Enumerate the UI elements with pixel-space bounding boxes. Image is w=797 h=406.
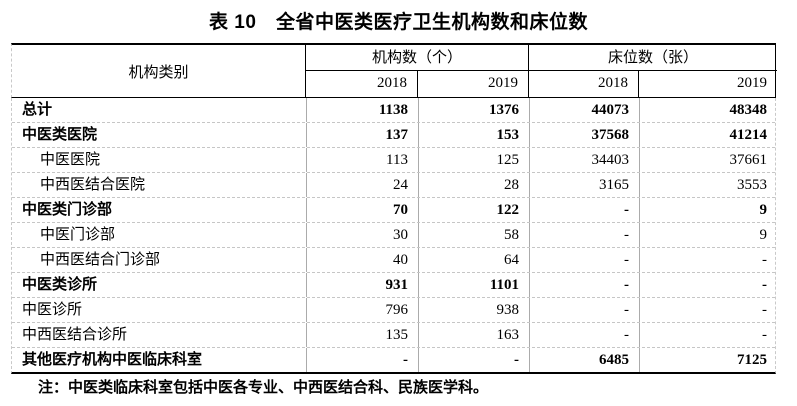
table-row-total: 总计 1138 1376 44073 48348 [12,98,775,123]
cell-value: 58 [418,223,529,247]
cell-value: 1101 [418,273,529,297]
row-label: 中医门诊部 [40,227,116,243]
row-label: 总计 [22,102,53,118]
table-row-tcm-hospital: 中医医院 113 125 34403 37661 [12,148,775,173]
cell-value: 3553 [639,173,777,197]
cell-value: - [529,273,639,297]
header-year-beds-2019: 2019 [737,75,767,91]
cell-value: 70 [306,198,418,222]
row-label: 其他医疗机构中医临床科室 [22,352,203,368]
cell-value: - [639,273,777,297]
cell-value: 1376 [418,98,529,122]
cell-value: 931 [306,273,418,297]
cell-value: 9 [639,198,777,222]
table-row-tcm-outpatient-group: 中医类门诊部 70 122 - 9 [12,198,775,223]
table-row-integrated-hospital: 中西医结合医院 24 28 3165 3553 [12,173,775,198]
cell-value: 137 [306,123,418,147]
table-header: 机构类别 机构数（个） 床位数（张） 2018 2019 2018 2019 [11,43,777,98]
header-year-beds-2018: 2018 [529,71,639,97]
cell-value: 37661 [639,148,777,172]
cell-value: 64 [418,248,529,272]
header-year-institutions-2018: 2018 [306,71,418,97]
cell-value: - [639,323,777,347]
table-row-integrated-outpatient: 中西医结合门诊部 40 64 - - [12,248,775,273]
cell-value: 6485 [529,348,639,372]
table-row-integrated-clinic: 中西医结合诊所 135 163 - - [12,323,775,348]
header-category: 机构类别 [12,45,306,97]
cell-value: 41214 [639,123,777,147]
cell-value: 122 [418,198,529,222]
cell-value: - [529,223,639,247]
row-label: 中西医结合诊所 [22,327,128,343]
table-row-tcm-outpatient: 中医门诊部 30 58 - 9 [12,223,775,248]
cell-value: 113 [306,148,418,172]
cell-value: 34403 [529,148,639,172]
cell-value: 1138 [306,98,418,122]
row-label: 中医医院 [40,152,101,168]
row-label: 中医诊所 [22,302,83,318]
cell-value: 796 [306,298,418,322]
cell-value: 938 [418,298,529,322]
row-label: 中医类诊所 [22,277,98,293]
cell-value: - [529,248,639,272]
row-label: 中西医结合门诊部 [40,252,161,268]
table-footnote: 注：中医类临床科室包括中医各专业、中西医结合科、民族医学科。 [38,379,489,396]
cell-value: - [529,198,639,222]
table-body: 总计 1138 1376 44073 48348 中医类医院 137 153 3… [11,98,776,374]
statistics-table: 机构类别 机构数（个） 床位数（张） 2018 2019 2018 2019 总… [11,43,777,374]
row-label: 中西医结合医院 [40,177,146,193]
cell-value: 3165 [529,173,639,197]
cell-value: 163 [418,323,529,347]
cell-value: 37568 [529,123,639,147]
table-title: 表 10 全省中医类医疗卫生机构数和床位数 [209,12,588,33]
cell-value: 135 [306,323,418,347]
table-row-tcm-clinics-group: 中医类诊所 931 1101 - - [12,273,775,298]
cell-value: 28 [418,173,529,197]
cell-value: 40 [306,248,418,272]
table-row-tcm-hospitals: 中医类医院 137 153 37568 41214 [12,123,775,148]
cell-value: 48348 [639,98,777,122]
cell-value: 44073 [529,98,639,122]
row-label: 中医类医院 [22,127,98,143]
table-row-tcm-clinic: 中医诊所 796 938 - - [12,298,775,323]
cell-value: - [529,298,639,322]
cell-value: - [418,348,529,372]
header-year-institutions-2019: 2019 [418,71,529,97]
header-group-beds: 床位数（张） [529,45,777,71]
cell-value: - [529,323,639,347]
table-row-other-tcm-departments: 其他医疗机构中医临床科室 - - 6485 7125 [12,348,775,372]
cell-value: - [639,298,777,322]
cell-value: 30 [306,223,418,247]
cell-value: 9 [639,223,777,247]
cell-value: 24 [306,173,418,197]
cell-value: - [306,348,418,372]
cell-value: - [639,248,777,272]
row-label: 中医类门诊部 [22,202,113,218]
cell-value: 153 [418,123,529,147]
cell-value: 125 [418,148,529,172]
header-group-institutions: 机构数（个） [306,45,529,71]
cell-value: 7125 [639,348,777,372]
